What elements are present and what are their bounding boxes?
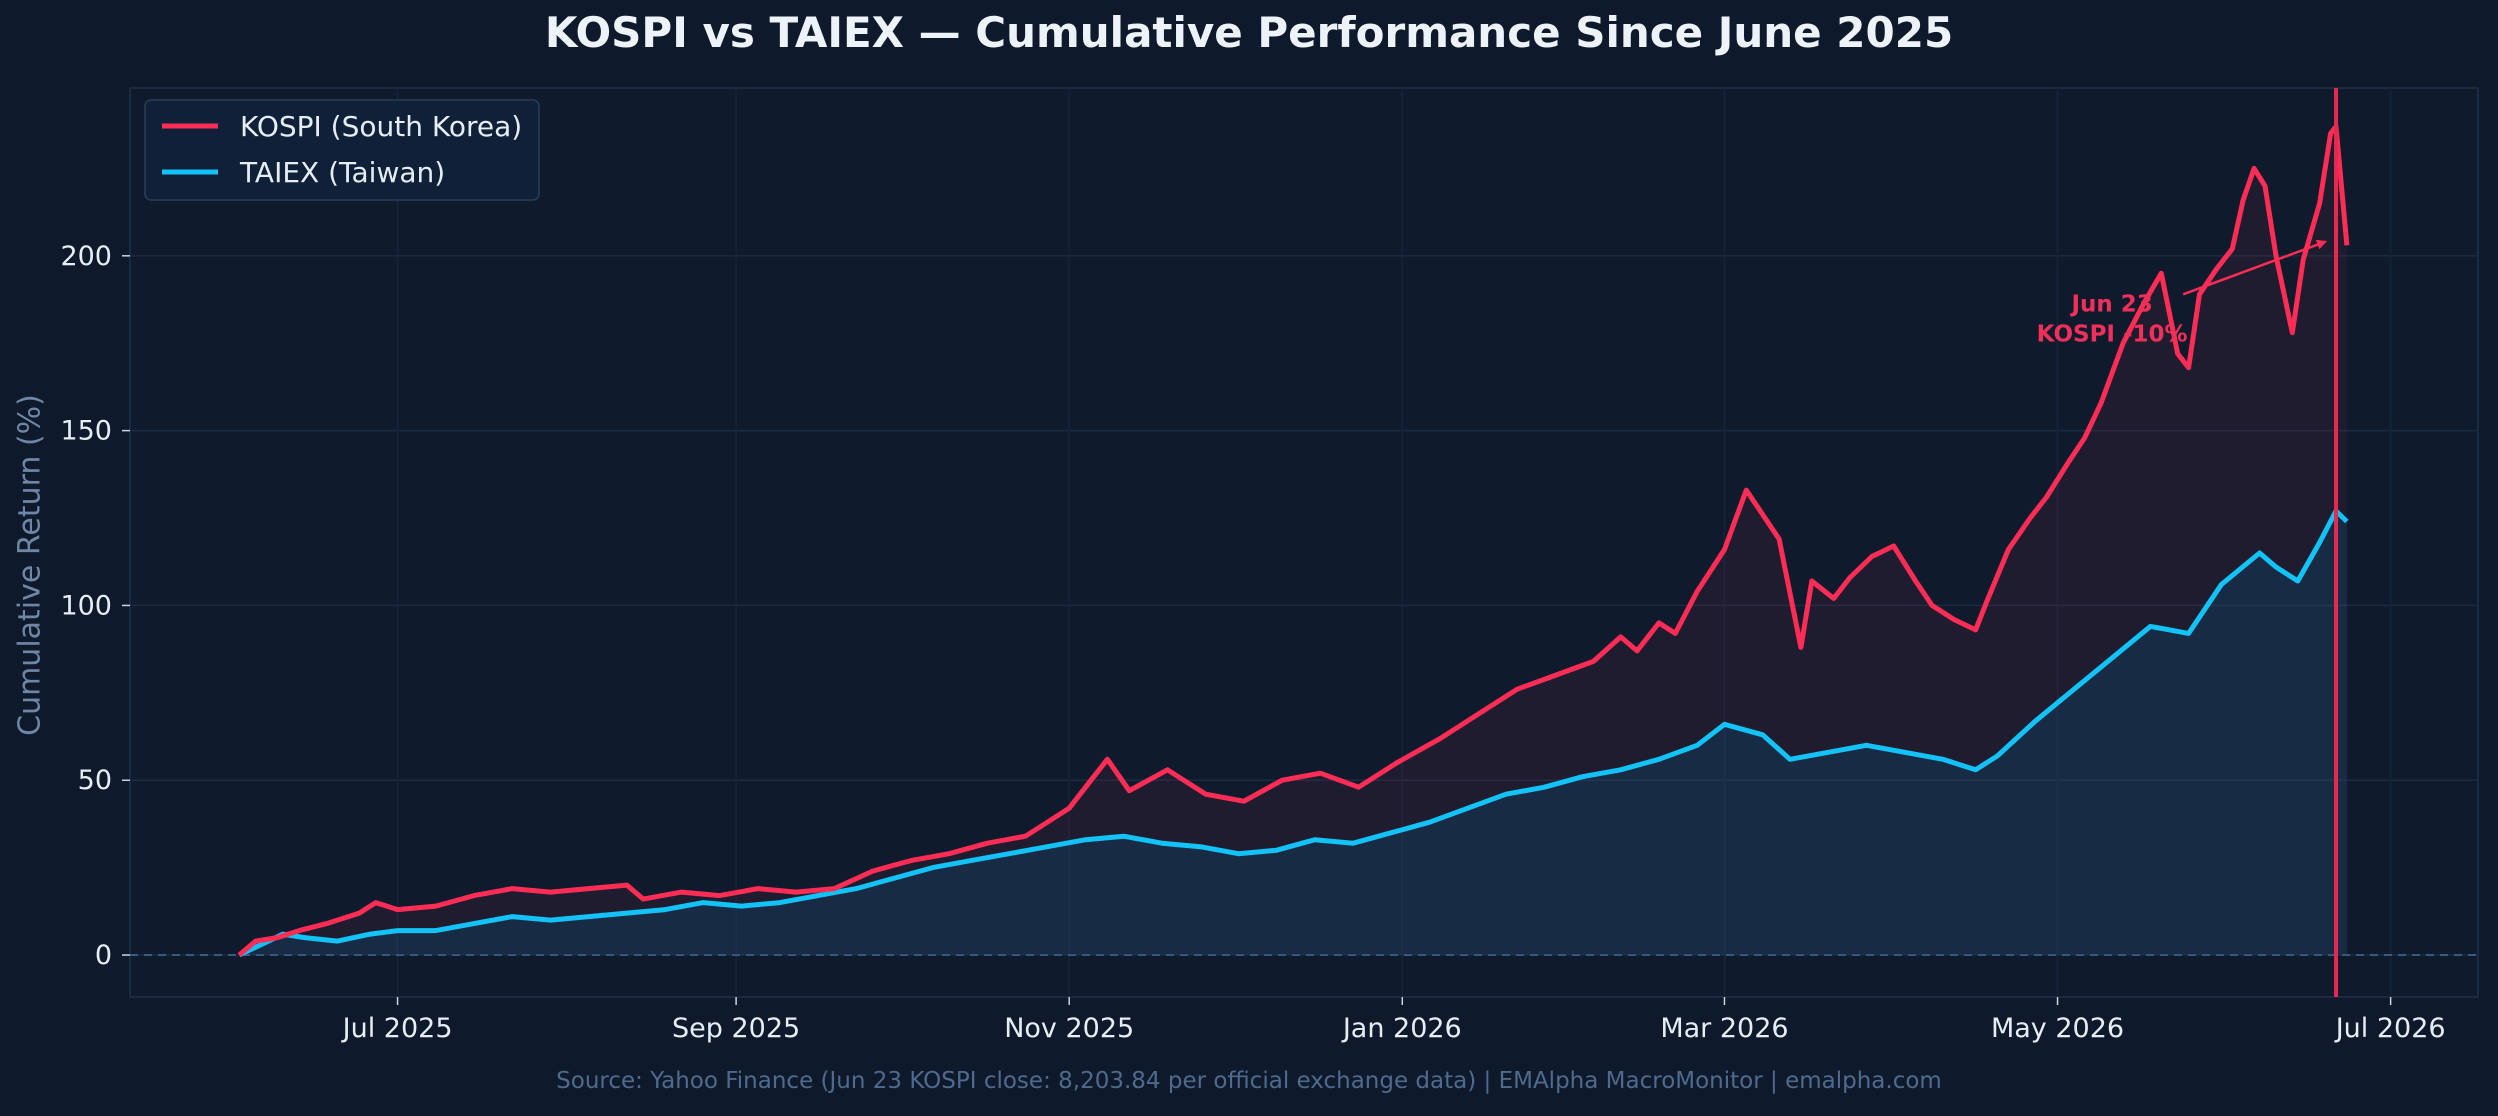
plot-background bbox=[129, 87, 2479, 998]
x-tick-label: Mar 2026 bbox=[1660, 1013, 1788, 1044]
x-tick-label: Jul 2025 bbox=[341, 1013, 453, 1044]
kospi-excess-area bbox=[239, 126, 2347, 955]
legend: KOSPI (South Korea) TAIEX (Taiwan) bbox=[144, 99, 540, 201]
y-tick-label: 200 bbox=[60, 241, 112, 272]
source-note: Source: Yahoo Finance (Jun 23 KOSPI clos… bbox=[556, 1068, 1942, 1094]
chart-title: KOSPI vs TAIEX — Cumulative Performance … bbox=[544, 8, 1954, 57]
taiex-area bbox=[239, 511, 2347, 955]
series-group bbox=[237, 124, 2350, 958]
x-tick-label: May 2026 bbox=[1991, 1013, 2124, 1044]
annotation-text-date: Jun 23 bbox=[2069, 292, 2152, 318]
x-tick-label: Jul 2026 bbox=[2334, 1013, 2446, 1044]
legend-label-kospi: KOSPI (South Korea) bbox=[240, 110, 522, 143]
legend-box bbox=[144, 99, 540, 201]
y-tick-label: 50 bbox=[78, 765, 112, 796]
x-tick-label: Nov 2025 bbox=[1004, 1013, 1134, 1044]
annotation-arrow bbox=[2182, 239, 2327, 296]
x-tick-label: Jan 2026 bbox=[1341, 1013, 1462, 1044]
y-tick-label: 100 bbox=[60, 590, 112, 621]
annotation-text-change: KOSPI -10% bbox=[2037, 322, 2188, 348]
taiex-line bbox=[238, 508, 2349, 958]
y-tick-label: 150 bbox=[60, 416, 112, 447]
kospi-line bbox=[237, 124, 2350, 957]
x-tick-label: Sep 2025 bbox=[672, 1013, 800, 1044]
legend-label-taiex: TAIEX (Taiwan) bbox=[239, 156, 445, 189]
y-tick-label: 0 bbox=[95, 940, 112, 971]
